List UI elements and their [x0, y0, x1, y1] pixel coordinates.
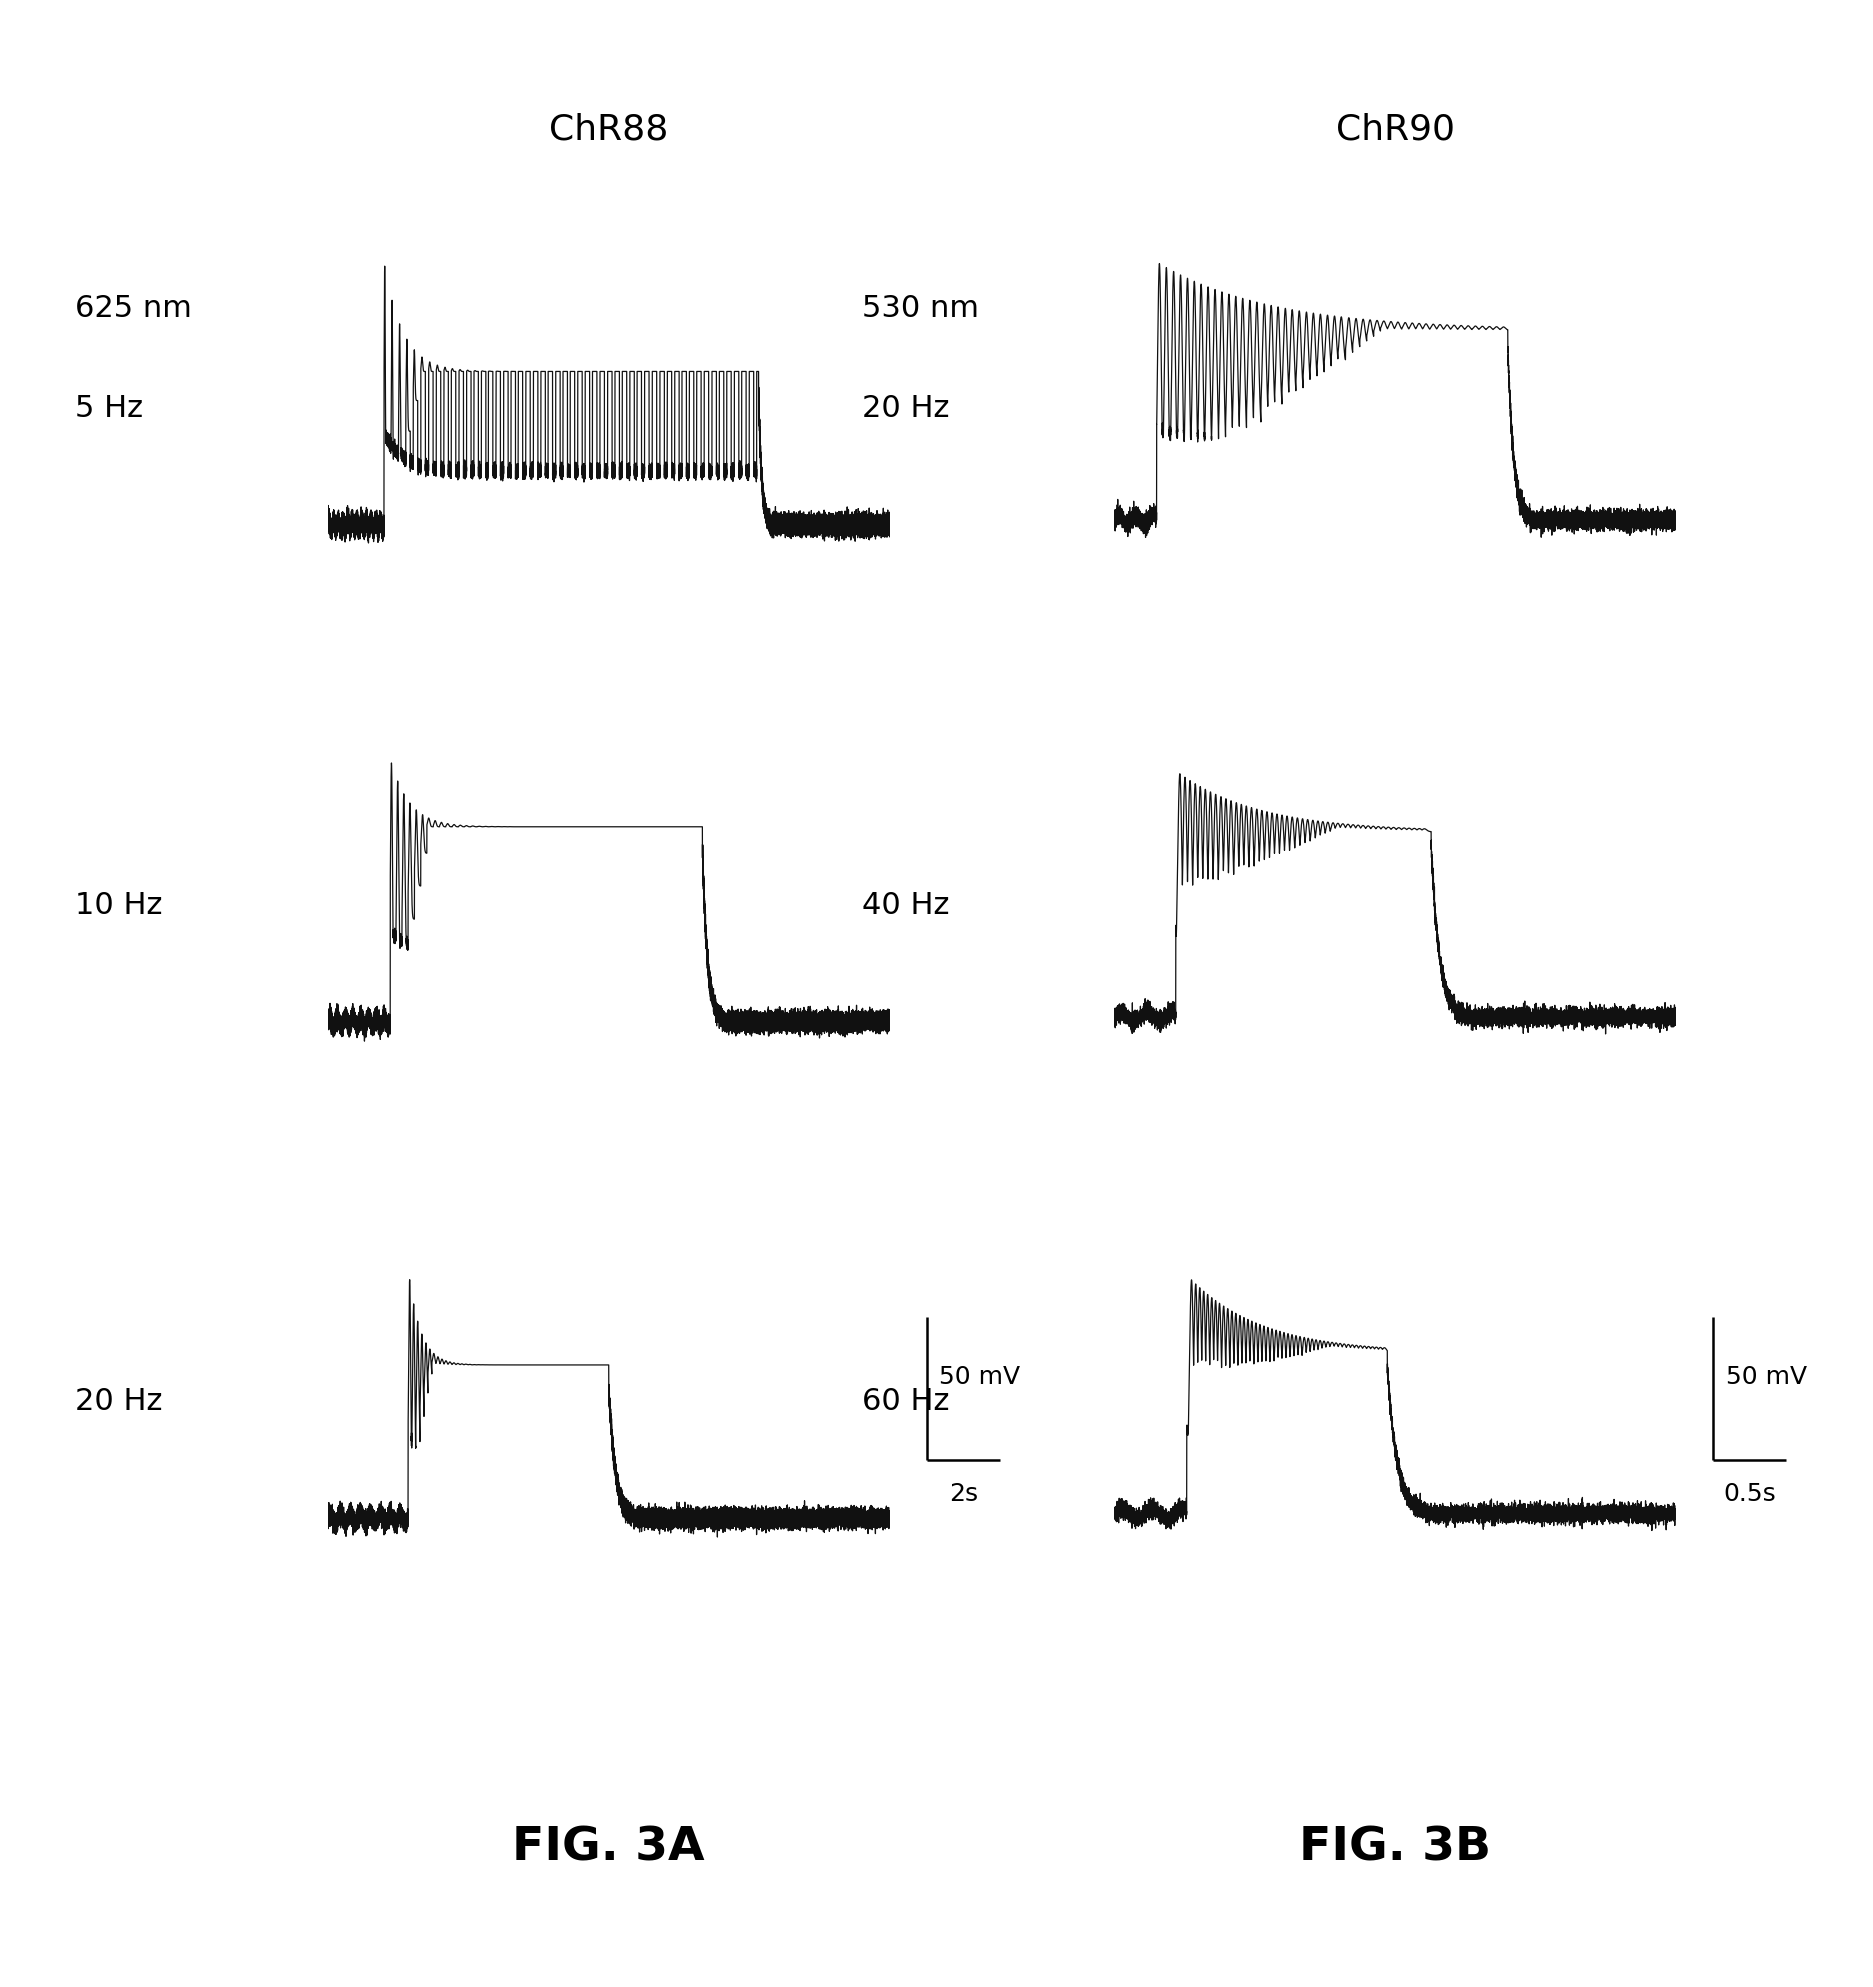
Text: 20 Hz: 20 Hz [862, 393, 950, 423]
Text: ChR88: ChR88 [549, 111, 669, 147]
Text: 5 Hz: 5 Hz [75, 393, 142, 423]
Text: 625 nm: 625 nm [75, 294, 191, 324]
Text: 50 mV: 50 mV [938, 1365, 1021, 1389]
Text: 50 mV: 50 mV [1725, 1365, 1807, 1389]
Text: 530 nm: 530 nm [862, 294, 978, 324]
Text: 2s: 2s [948, 1482, 978, 1506]
Text: FIG. 3A: FIG. 3A [513, 1826, 704, 1870]
Text: 10 Hz: 10 Hz [75, 890, 163, 920]
Text: FIG. 3B: FIG. 3B [1300, 1826, 1491, 1870]
Text: 20 Hz: 20 Hz [75, 1387, 163, 1417]
Text: 40 Hz: 40 Hz [862, 890, 950, 920]
Text: 60 Hz: 60 Hz [862, 1387, 950, 1417]
Text: ChR90: ChR90 [1335, 111, 1455, 147]
Text: 0.5s: 0.5s [1723, 1482, 1776, 1506]
